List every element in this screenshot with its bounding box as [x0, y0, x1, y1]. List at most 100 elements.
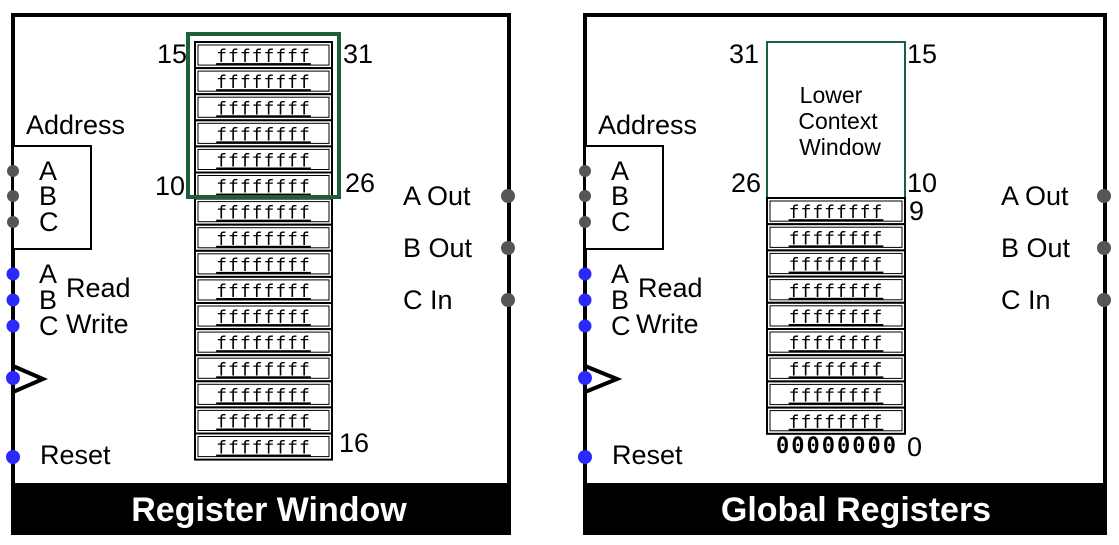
reset-port[interactable] — [578, 450, 592, 464]
register-cell — [766, 301, 906, 330]
output-port[interactable] — [1097, 293, 1111, 307]
register-value: ffffffff — [216, 72, 311, 93]
register-cell-inner — [197, 44, 330, 66]
rw-port-a[interactable] — [578, 267, 592, 281]
register-cell — [194, 328, 333, 357]
register-cell — [194, 354, 333, 383]
register-value: ffffffff — [789, 307, 884, 328]
register-cell-inner — [197, 70, 330, 92]
output-port[interactable] — [1097, 241, 1111, 255]
address-port-c[interactable] — [7, 216, 19, 228]
lower-context-window — [766, 41, 906, 199]
register-cell-inner — [769, 357, 903, 379]
register-cell — [766, 380, 906, 409]
register-value: ffffffff — [789, 359, 884, 380]
address-port-b[interactable] — [7, 190, 19, 202]
register-value: ffffffff — [789, 228, 884, 249]
register-cell-inner — [769, 252, 903, 275]
register-value: ffffffff — [789, 281, 884, 302]
register-cell-inner — [769, 305, 903, 327]
panel-title: Global Registers — [721, 491, 991, 529]
panel-footer — [13, 483, 509, 535]
output-port[interactable] — [501, 189, 515, 203]
register-value: ffffffff — [216, 385, 311, 406]
address-label: Address — [598, 110, 697, 140]
address-port-c[interactable] — [579, 216, 591, 228]
address-port-a[interactable] — [7, 165, 19, 177]
rw-port-c[interactable] — [578, 319, 592, 333]
rw-port-c[interactable] — [6, 319, 20, 333]
register-cell-inner — [197, 331, 330, 353]
output-port[interactable] — [501, 293, 515, 307]
rw-port-b[interactable] — [578, 293, 592, 307]
register-cell-inner — [197, 279, 330, 301]
register-cell-inner — [197, 383, 330, 405]
register-value: ffffffff — [216, 151, 311, 172]
output-port-label: A Out — [1001, 181, 1069, 211]
index-label-16: 16 — [339, 428, 369, 458]
rw-port-label: C — [39, 311, 59, 341]
register-value: ffffffff — [789, 333, 884, 354]
clock-port[interactable] — [578, 371, 592, 385]
index-label-26: 26 — [731, 168, 761, 198]
write-label: Write — [66, 309, 129, 339]
register-value: ffffffff — [216, 98, 311, 119]
index-label-15: 15 — [907, 39, 937, 69]
rw-port-a[interactable] — [6, 267, 20, 281]
rw-port-label: C — [611, 311, 631, 341]
clock-symbol — [12, 364, 49, 394]
output-port-label: C In — [403, 285, 453, 315]
register-value: ffffffff — [789, 386, 884, 407]
register-cell-inner — [197, 122, 330, 144]
rw-port-label: A — [611, 259, 629, 289]
index-label-10: 10 — [155, 171, 185, 201]
read-label: Read — [638, 273, 703, 303]
clock-port[interactable] — [6, 371, 20, 385]
write-label: Write — [636, 309, 699, 339]
register-value: ffffffff — [216, 124, 311, 145]
register-cell — [766, 223, 906, 252]
register-cell-inner — [197, 305, 330, 327]
window-text-line: Window — [799, 134, 881, 160]
address-port-b[interactable] — [579, 190, 591, 202]
register-cell — [194, 145, 333, 174]
address-port-label: C — [611, 207, 631, 237]
register-value: ffffffff — [789, 412, 884, 433]
output-port-label: A Out — [403, 181, 471, 211]
index-label-31: 31 — [729, 39, 759, 69]
register-value: ffffffff — [216, 229, 311, 250]
rw-port-label: A — [39, 259, 57, 289]
index-label-31: 31 — [343, 39, 373, 69]
register-cell — [766, 406, 906, 435]
register-cell-inner — [197, 409, 330, 431]
register-window-highlight — [186, 32, 341, 199]
output-port-label: B Out — [403, 233, 473, 263]
register-cell — [194, 302, 333, 331]
register-value: ffffffff — [216, 255, 311, 276]
address-port-a[interactable] — [579, 165, 591, 177]
register-cell-inner — [197, 436, 330, 458]
index-label-15: 15 — [157, 39, 187, 69]
register-cell — [766, 275, 906, 304]
output-port[interactable] — [501, 241, 515, 255]
register-cell-inner — [769, 331, 903, 353]
register-cell — [194, 380, 333, 409]
register-cell-inner — [197, 357, 330, 379]
rw-port-b[interactable] — [6, 293, 20, 307]
register-cell-inner — [769, 226, 903, 248]
register-cell-inner — [197, 253, 330, 275]
panel-title: Register Window — [131, 491, 407, 529]
register-cell-inner — [197, 96, 330, 118]
register-value: ffffffff — [216, 412, 311, 433]
rw-port-label: B — [611, 285, 629, 315]
register-value: ffffffff — [789, 255, 884, 276]
register-value: ffffffff — [216, 333, 311, 354]
register-cell-inner — [769, 410, 903, 432]
address-port-label: C — [39, 207, 59, 237]
register-cell — [194, 171, 333, 200]
output-port[interactable] — [1097, 189, 1111, 203]
reset-port[interactable] — [6, 450, 20, 464]
register-value: ffffffff — [216, 46, 311, 67]
register-value: ffffffff — [216, 438, 311, 459]
